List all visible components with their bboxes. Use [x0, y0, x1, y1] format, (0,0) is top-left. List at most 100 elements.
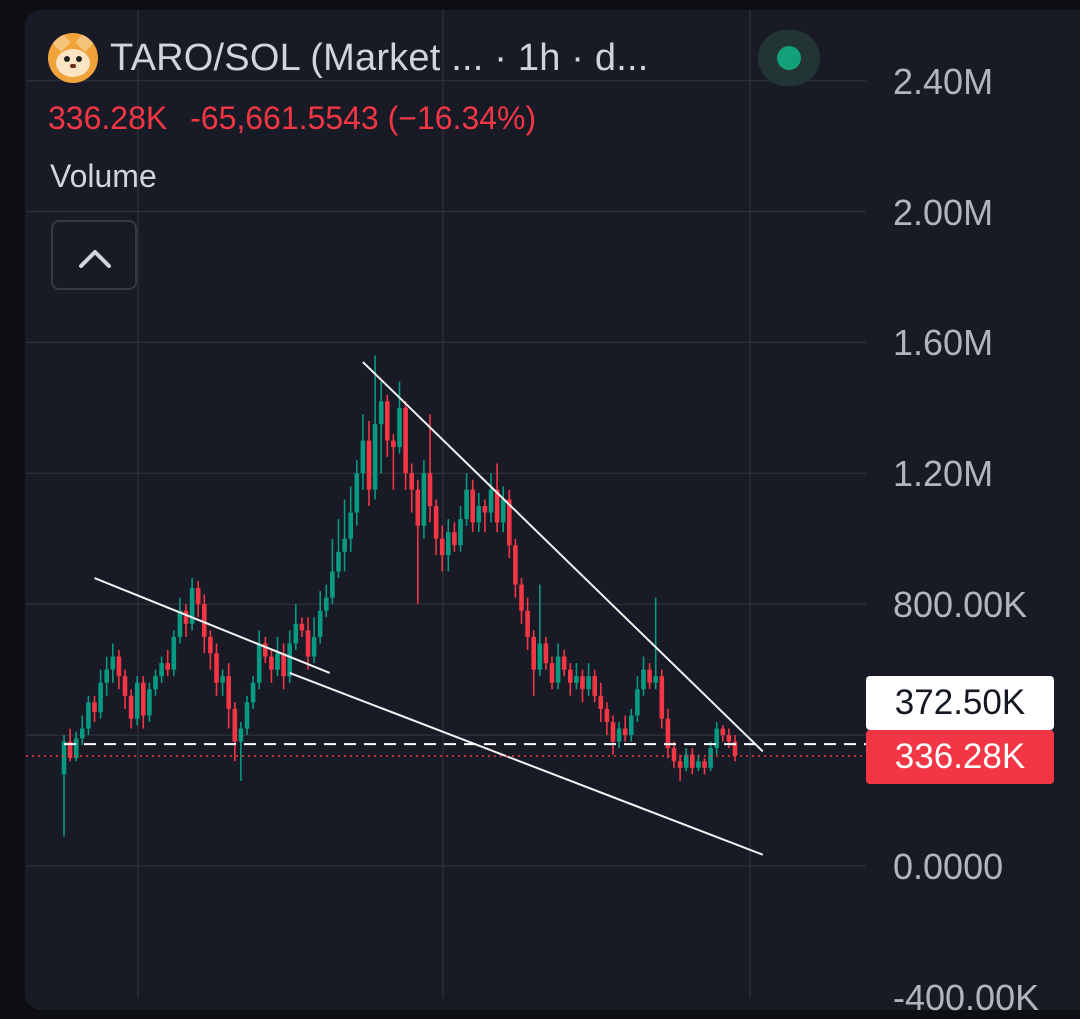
candle-body-69	[482, 506, 488, 513]
candle-body-16	[159, 663, 164, 677]
candle-body-23	[202, 604, 207, 637]
candle-body-82	[561, 656, 567, 670]
candle-body-87	[592, 676, 597, 696]
chevron-up-icon	[79, 250, 111, 268]
candle-body-102	[683, 754, 689, 768]
candle-body-35	[275, 653, 280, 670]
y-tick-label-1: 2.00M	[893, 191, 994, 233]
y-tick-label-5: 0.0000	[893, 846, 1004, 887]
candle-body-7	[104, 669, 109, 683]
chart-panel[interactable]	[25, 10, 1080, 1010]
candle-body-32	[256, 643, 262, 683]
live-status-button[interactable]	[758, 30, 820, 86]
y-tick-label-3: 1.20M	[893, 453, 994, 495]
candle-body-72	[500, 499, 506, 523]
candle-body-86	[586, 676, 591, 690]
candle-body-80	[549, 663, 555, 683]
candle-body-45	[336, 551, 341, 572]
candle-body-79	[543, 643, 549, 664]
candle-body-104	[696, 761, 701, 768]
candle-body-98	[659, 676, 665, 719]
candle-body-81	[555, 656, 561, 683]
y-tick-label-0: 2.40M	[893, 60, 994, 102]
candle-body-88	[598, 695, 604, 709]
candle-body-90	[610, 722, 616, 742]
candle-body-26	[220, 676, 225, 683]
candlestick-chart[interactable]	[0, 0, 1080, 998]
candle-body-66	[464, 489, 469, 520]
chart-title[interactable]: TARO/SOL (Market ... · 1h · d...	[110, 36, 649, 79]
candle-body-56	[403, 407, 408, 474]
candle-body-3	[80, 728, 85, 739]
candle-body-51	[372, 424, 378, 490]
candle-body-71	[494, 489, 500, 523]
candle-body-8	[110, 656, 116, 670]
candle-body-17	[165, 663, 170, 670]
candle-body-73	[507, 499, 512, 546]
candle-body-33	[263, 643, 268, 657]
candle-body-85	[580, 676, 585, 690]
candle-body-30	[244, 702, 250, 729]
candle-body-48	[354, 473, 360, 513]
candle-body-96	[647, 669, 652, 683]
candle-body-64	[452, 532, 457, 546]
candle-body-59	[421, 473, 427, 526]
candle-body-65	[458, 519, 463, 546]
candle-body-70	[488, 489, 494, 513]
last-price-tag: 336.28K	[866, 730, 1054, 784]
candle-body-43	[324, 597, 329, 611]
candle-body-10	[122, 676, 128, 696]
candle-body-27	[226, 676, 231, 709]
candle-body-83	[568, 669, 573, 683]
candle-body-78	[537, 643, 543, 670]
chart-header: TARO/SOL (Market ... · 1h · d...	[48, 33, 649, 83]
price-change: -65,661.5543 (−16.34%)	[190, 100, 537, 136]
candle-body-74	[513, 545, 518, 585]
candle-body-1	[67, 741, 73, 759]
price-change-row: 336.28K -65,661.5543 (−16.34%)	[48, 100, 550, 137]
candle-body-42	[317, 610, 323, 637]
candle-body-44	[330, 571, 335, 598]
candle-body-39	[299, 623, 305, 631]
candle-body-22	[195, 587, 201, 605]
candle-body-53	[385, 401, 390, 441]
candle-body-4	[86, 702, 91, 729]
candle-body-41	[311, 636, 317, 657]
trendline-1	[289, 671, 764, 856]
candle-body-55	[397, 407, 402, 448]
candle-body-24	[208, 636, 213, 654]
candle-body-11	[128, 695, 134, 719]
trendline-2	[362, 361, 764, 753]
candle-body-34	[269, 656, 274, 670]
candle-body-99	[665, 718, 671, 749]
candle-body-97	[653, 676, 658, 683]
candle-body-25	[214, 653, 219, 683]
collapse-indicators-button[interactable]	[51, 220, 137, 290]
candle-body-67	[470, 489, 475, 523]
candle-body-60	[427, 473, 433, 507]
candle-body-12	[134, 682, 140, 719]
candle-body-36	[281, 653, 286, 677]
candle-body-101	[677, 761, 683, 768]
trendline-0	[94, 577, 331, 674]
current-price: 336.28K	[48, 100, 168, 136]
candle-body-89	[604, 708, 610, 723]
candle-body-68	[476, 506, 482, 523]
candle-body-20	[183, 610, 189, 624]
candle-body-106	[708, 748, 713, 768]
candle-body-6	[98, 682, 103, 713]
candle-body-77	[531, 636, 536, 670]
candle-body-46	[342, 538, 347, 552]
candle-body-31	[250, 682, 256, 703]
candle-body-28	[232, 708, 238, 742]
candle-body-75	[519, 584, 524, 611]
shiba-dog-token-icon	[48, 33, 98, 83]
candle-body-18	[171, 636, 177, 670]
candle-body-107	[714, 728, 719, 749]
candle-body-92	[622, 728, 628, 736]
candle-body-105	[702, 761, 707, 768]
indicator-label-volume[interactable]: Volume	[50, 158, 157, 194]
candle-body-63	[446, 532, 451, 556]
candle-body-94	[635, 689, 640, 716]
candle-body-57	[409, 473, 414, 490]
